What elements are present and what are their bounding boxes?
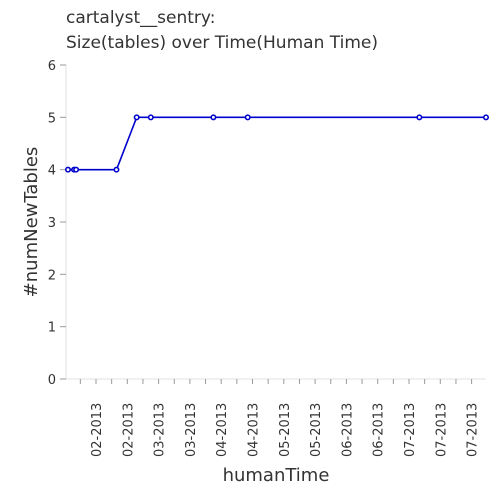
y-tick-label: 5 [48,111,56,126]
y-tick-label: 1 [48,321,56,336]
data-point [114,167,118,171]
axes [66,65,486,379]
data-point [66,167,70,171]
x-tick-label: 06-2013 [372,403,387,457]
data-point [417,115,421,119]
y-tick-label: 3 [48,216,56,231]
data-point [149,115,153,119]
x-tick-label: 05-2013 [309,403,324,457]
x-tick-label: 04-2013 [215,403,230,457]
x-tick-label: 03-2013 [153,403,168,457]
y-tick-label: 0 [48,373,56,388]
y-tick-label: 4 [48,164,56,179]
x-tick-label: 06-2013 [340,403,355,457]
y-axis-ticks: 0 1 2 3 4 5 6 [48,59,66,388]
x-tick-label: 02-2013 [90,403,105,457]
y-tick-label: 2 [48,268,56,283]
x-tick-label: 04-2013 [247,403,262,457]
x-tick-label: 07-2013 [434,403,449,457]
data-point [74,167,78,171]
x-tick-label: 03-2013 [184,403,199,457]
data-point [211,115,215,119]
y-tick-label: 6 [48,59,56,74]
x-axis-title: humanTime [223,465,330,486]
series-group [66,115,488,172]
x-tick-label: 02-2013 [121,403,136,457]
data-point [484,115,488,119]
y-axis-title: #numNewTables [21,147,42,298]
data-point [134,115,138,119]
data-point [246,115,250,119]
series-line [68,117,486,169]
x-tick-label: 07-2013 [466,403,481,457]
x-axis-ticks: 02-2013 02-2013 03-2013 03-2013 04-2013 04-20… [80,379,480,457]
x-tick-label: 05-2013 [278,403,293,457]
x-tick-label: 07-2013 [403,403,418,457]
